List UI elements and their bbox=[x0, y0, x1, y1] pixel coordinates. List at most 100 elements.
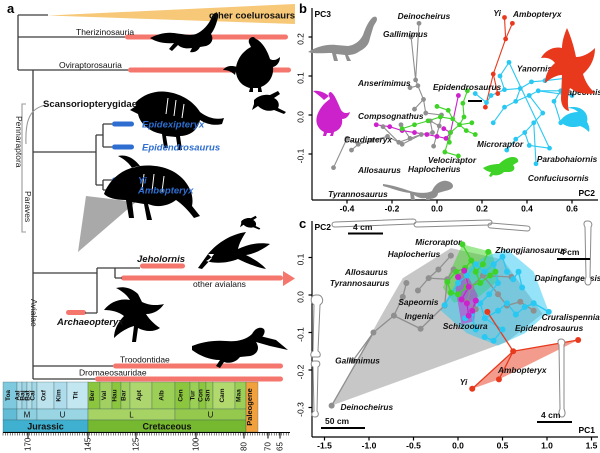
birds-point bbox=[529, 79, 534, 85]
scansoriopterygids-branch bbox=[486, 311, 514, 352]
non-paravian-theropods-branch bbox=[352, 332, 374, 362]
taxon-label: Ambopteryx bbox=[497, 365, 547, 375]
stage-label: Tit bbox=[73, 391, 80, 400]
birds-point bbox=[535, 88, 541, 94]
scalebar-label-right: 4 cm bbox=[560, 247, 580, 257]
y-tick-label: 0.0 bbox=[296, 111, 306, 123]
stage-label: Ber bbox=[89, 390, 96, 401]
scansoriopterygids-point bbox=[482, 104, 488, 110]
birds-point bbox=[497, 73, 503, 79]
scansoriopterygids-point bbox=[502, 15, 507, 20]
birds-point bbox=[510, 276, 517, 283]
non-paravian-theropods-point bbox=[423, 110, 429, 116]
taxon-label: Epidendrosaurus bbox=[515, 323, 584, 333]
deinonychosaurs-point bbox=[442, 149, 448, 155]
x-tick-label: 0.0 bbox=[431, 204, 443, 214]
deinonychosaurs-point bbox=[412, 122, 417, 128]
non-paravian-theropods-point bbox=[369, 137, 375, 143]
birds-point bbox=[486, 291, 493, 298]
tip-label-archaeopteryx: Archaeopteryx bbox=[56, 317, 124, 328]
tip-label-ambopteryx: Ambopteryx bbox=[137, 186, 194, 197]
tip-label-other-avialans: other avialans bbox=[193, 279, 246, 289]
non-paravian-theropods-point bbox=[355, 141, 361, 147]
birds-point bbox=[502, 104, 507, 110]
stage-label: Toa bbox=[5, 390, 12, 401]
microraptor-silhouette bbox=[483, 157, 519, 177]
pennaraptora-bracket bbox=[21, 103, 26, 233]
taxon-label: Dapingfangensis bbox=[535, 273, 600, 283]
panel-a-letter: a bbox=[7, 1, 15, 16]
x-tick-label: 1.0 bbox=[541, 441, 553, 451]
deinonychosaurs-point bbox=[469, 120, 475, 126]
birds-point bbox=[484, 100, 489, 105]
stage-label: Cal bbox=[30, 390, 37, 400]
taxon-label: Yi bbox=[460, 377, 468, 387]
x-tick-label: 0.0 bbox=[452, 441, 464, 451]
yi-skeletal-silhouette bbox=[78, 155, 200, 252]
panel-c-letter: c bbox=[299, 216, 306, 231]
deinonychosaurs-point bbox=[485, 248, 492, 255]
non-paravian-theropods-point bbox=[344, 136, 350, 141]
enantiornithine-bird-silhouette bbox=[560, 107, 590, 132]
ruler-age-label: 70 bbox=[264, 442, 273, 451]
taxon-label: Gallimimus bbox=[383, 29, 428, 39]
birds-point bbox=[517, 86, 523, 91]
birds-point bbox=[481, 315, 488, 322]
deinonychosaurs-point bbox=[492, 268, 499, 275]
birds-point bbox=[526, 93, 532, 98]
birds-branch bbox=[504, 87, 521, 91]
oviraptorosaurs-point bbox=[472, 297, 479, 304]
y-tick-label: 0.1 bbox=[296, 253, 306, 265]
ruler-age-label: 65 bbox=[276, 442, 285, 451]
non-paravian-theropods-point bbox=[417, 325, 424, 332]
scansoriopterygids-point bbox=[575, 337, 582, 343]
taxon-label: Anserimimus bbox=[357, 78, 411, 88]
birds-point bbox=[506, 59, 512, 65]
non-paravian-theropods-point bbox=[331, 165, 336, 171]
stage-label: Cen bbox=[178, 389, 185, 401]
non-paravian-theropods-branch bbox=[393, 296, 404, 316]
taxon-label: Haplocherius bbox=[408, 164, 461, 174]
x-tick-label: 0.2 bbox=[476, 204, 488, 214]
taxon-label: Ambopteryx bbox=[512, 9, 562, 19]
ornithomimid-silhouette bbox=[308, 16, 377, 61]
tyrannosaur-silhouette bbox=[383, 180, 453, 200]
troodontidae-range-bar bbox=[113, 363, 283, 369]
deinonychosaurs-point bbox=[399, 126, 405, 132]
taxon-label: Caudipteryx bbox=[344, 135, 392, 145]
deinonychosaurs-branch bbox=[461, 244, 472, 261]
jeholornis-range-bar bbox=[140, 263, 185, 269]
x-tick-label: -0.5 bbox=[406, 441, 421, 451]
x-tick-label: 0.5 bbox=[497, 441, 509, 451]
stage-label: Aal bbox=[15, 390, 22, 400]
stage-label: Bat bbox=[25, 389, 32, 400]
taxon-label: Cruralispennia bbox=[542, 312, 600, 322]
ruler-age-label: 145 bbox=[84, 437, 93, 451]
scansoriopterygids-branch bbox=[492, 38, 507, 75]
scansoriopterygidae-pointer-curve bbox=[25, 104, 47, 145]
non-paravian-theropods-point bbox=[370, 329, 377, 336]
taxon-label: Allosaurus bbox=[344, 267, 388, 277]
non-paravian-theropods-branch bbox=[415, 23, 420, 80]
birds-point bbox=[519, 284, 526, 291]
other-avialans-range-bar bbox=[121, 275, 283, 281]
climbing-scansoriopterygid-silhouette bbox=[252, 91, 286, 114]
non-paravian-theropods-point bbox=[413, 77, 419, 83]
non-paravian-theropods-point bbox=[436, 123, 442, 129]
oviraptorid-silhouette bbox=[223, 37, 280, 92]
deinonychosaurs-point bbox=[459, 241, 466, 248]
non-paravian-theropods-point bbox=[418, 132, 424, 137]
non-paravian-theropods-branch bbox=[333, 138, 348, 168]
tibia-bone-drawing bbox=[583, 220, 593, 286]
oviraptorosaurs-point bbox=[463, 300, 470, 307]
taxon-label: Allosaurus bbox=[357, 165, 401, 175]
x-tick-label: 1.5 bbox=[586, 441, 598, 451]
birds-point bbox=[540, 110, 546, 116]
y-tick-label: -0.1 bbox=[296, 327, 306, 342]
birds-point bbox=[455, 280, 461, 286]
non-paravian-theropods-point bbox=[390, 312, 397, 319]
scansoriopterygids-branch bbox=[471, 350, 514, 390]
deinonychosaurs-point bbox=[444, 278, 451, 285]
non-paravian-theropods-branch bbox=[425, 112, 442, 116]
